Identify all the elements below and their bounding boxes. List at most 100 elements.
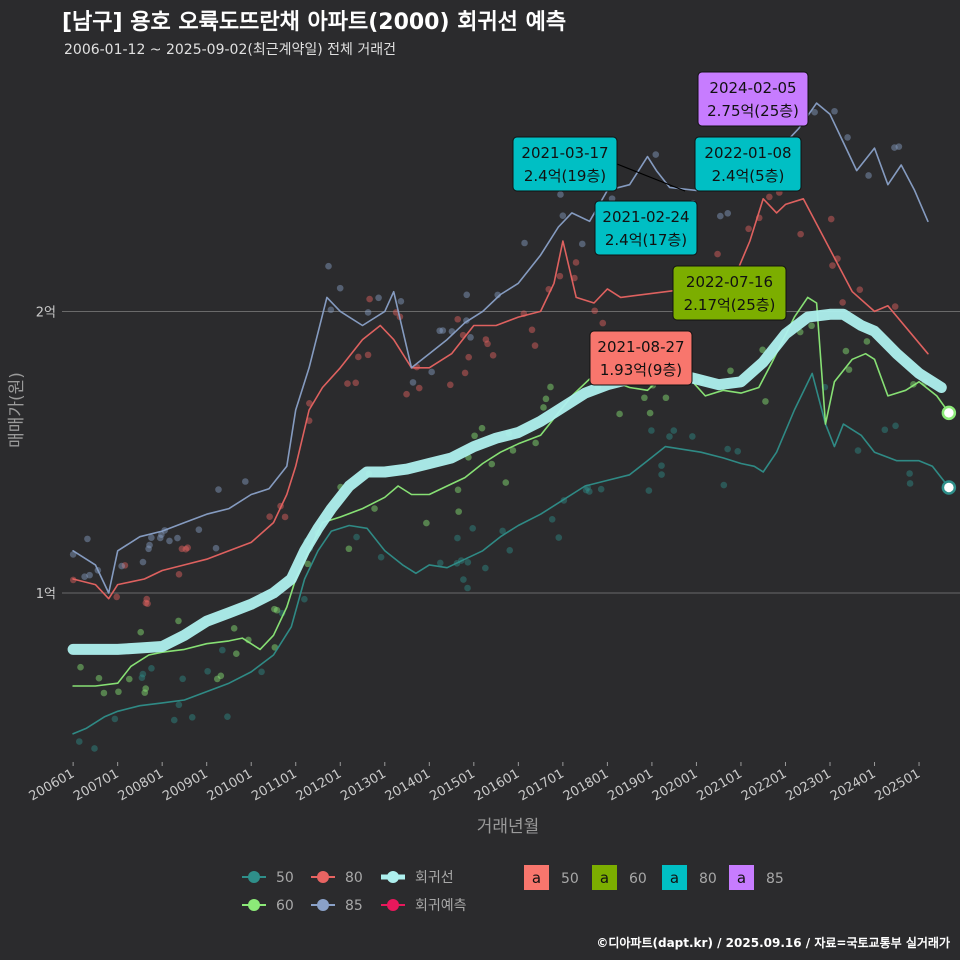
scatter-point-85	[364, 309, 372, 316]
scatter-point-50	[548, 515, 556, 523]
legend-marker	[317, 871, 329, 883]
legend-item-60: 60	[242, 898, 294, 914]
legend-item-회귀선: 회귀선	[381, 870, 454, 886]
scatter-point-80	[829, 262, 836, 269]
scatter-point-60	[371, 505, 378, 512]
scatter-point-50	[597, 485, 605, 493]
legend-swatch	[592, 865, 617, 890]
x-tick-label: 202201	[739, 766, 789, 804]
scatter-point-80	[178, 545, 186, 553]
scatter-point-60	[759, 346, 766, 354]
scatter-point-60	[304, 560, 312, 568]
scatter-point-60	[616, 410, 623, 418]
series-line-regression	[67, 308, 947, 655]
x-tick-label: 202001	[650, 766, 700, 804]
scatter-point-85	[844, 134, 851, 141]
scatter-point-85	[148, 534, 155, 541]
x-tick-label: 201901	[605, 766, 655, 804]
scatter-point-60	[454, 486, 462, 494]
scatter-point-85	[212, 544, 220, 552]
scatter-point-50	[170, 716, 178, 724]
scatter-point-85	[158, 531, 165, 538]
scatter-point-85	[557, 191, 564, 198]
scatter-point-50	[464, 559, 472, 566]
x-tick-label: 200601	[27, 766, 77, 804]
scatter-point-50	[219, 646, 226, 654]
scatter-point-60	[455, 508, 462, 515]
scatter-point-60	[478, 424, 486, 432]
scatter-point-50	[645, 487, 653, 494]
legend-box-80: a 80	[662, 865, 717, 890]
scatter-point-50	[204, 667, 211, 675]
annotation-2021-02-24: 2021-02-24 2.4억(17층)	[594, 200, 698, 256]
forecast-point-50	[941, 480, 957, 495]
scatter-point-50	[892, 422, 899, 430]
scatter-point-80	[184, 544, 191, 551]
scatter-point-80	[143, 595, 151, 603]
scatter-point-50	[464, 584, 471, 592]
legend-swatch	[662, 865, 687, 890]
legend-item-회귀예측: 회귀예측	[381, 898, 467, 914]
legend-marker	[248, 899, 260, 911]
scatter-point-85	[195, 526, 203, 533]
scatter-point-50	[179, 675, 186, 683]
scatter-point-50	[353, 533, 360, 541]
scatter-point-50	[658, 462, 665, 469]
x-tick-label: 200901	[160, 766, 210, 804]
scatter-point-50	[224, 713, 231, 720]
annotation-date: 2021-08-27	[597, 338, 684, 356]
scatter-point-80	[355, 353, 362, 361]
scatter-point-80	[766, 193, 773, 201]
legend-marker	[248, 871, 260, 883]
x-tick-label: 202501	[873, 766, 923, 804]
scatter-point-50	[258, 668, 265, 676]
scatter-point-80	[599, 319, 607, 327]
scatter-point-85	[174, 534, 181, 542]
scatter-point-85	[439, 327, 447, 334]
scatter-point-80	[266, 513, 273, 520]
scatter-point-50	[734, 447, 742, 455]
scatter-point-80	[366, 295, 373, 303]
scatter-point-80	[745, 225, 752, 233]
scatter-point-85	[86, 571, 93, 579]
annotation-layer: 2024-02-052.75억(25층)2021-03-172.4억(19층)2…	[512, 71, 809, 386]
scatter-point-80	[144, 600, 151, 607]
scatter-point-60	[488, 460, 496, 468]
scatter-point-50	[91, 745, 98, 752]
scatter-point-50	[454, 534, 461, 542]
scatter-point-85	[145, 545, 152, 553]
legend-marker	[317, 899, 329, 911]
scatter-point-80	[306, 399, 313, 407]
annotation-price: 2.4억(5층)	[712, 167, 785, 185]
scatter-point-80	[489, 352, 497, 359]
scatter-point-85	[891, 144, 898, 151]
scatter-point-80	[556, 272, 564, 280]
scatter-point-50	[720, 481, 728, 489]
legend-box-85: a 85	[729, 865, 784, 890]
scatter-point-60	[509, 447, 517, 454]
scatter-point-50	[139, 670, 147, 678]
scatter-point-85	[436, 327, 443, 335]
scatter-point-85	[811, 108, 818, 116]
axis-layer: 1억 2억 200601200701200801200901201001201101…	[7, 305, 923, 837]
legend-label: 회귀선	[415, 870, 454, 886]
scatter-point-60	[95, 674, 103, 682]
series-line-60	[72, 296, 950, 687]
scatter-point-60	[142, 685, 150, 692]
scatter-point-50	[906, 480, 914, 487]
annotation-2024-02-05: 2024-02-05 2.75억(25층)	[697, 71, 809, 127]
legend-swatch	[524, 865, 549, 890]
scatter-point-50	[499, 527, 506, 535]
scatter-point-60	[547, 383, 554, 391]
scatter-point-50	[555, 534, 563, 541]
scatter-point-80	[465, 353, 472, 361]
legend-item-85: 85	[311, 898, 363, 914]
forecast-value-60: 16,400	[959, 393, 960, 411]
annotation-2022-07-16: 2022-07-16 2.17억(25층)	[672, 265, 787, 321]
scatter-point-60	[273, 606, 281, 614]
scatter-point-60	[727, 367, 734, 375]
scatter-point-80	[403, 390, 410, 398]
y-tick-label: 1억	[36, 587, 56, 602]
scatter-point-50	[482, 564, 489, 572]
